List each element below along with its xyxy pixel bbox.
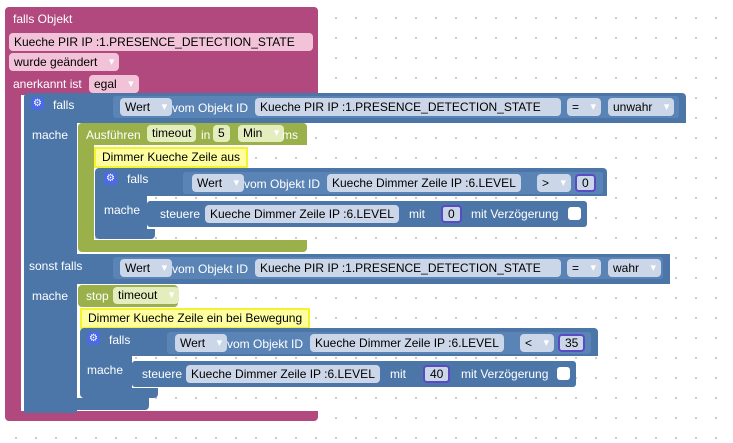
prop-dropdown[interactable]: Wert: [175, 334, 228, 352]
timeout-unit-dropdown[interactable]: Min: [238, 125, 285, 142]
sonst-falls-label: sonst falls: [29, 259, 83, 273]
timeout-block-footer: [78, 240, 307, 252]
with-label: mit: [409, 207, 425, 221]
ack-label: anerkannt ist: [13, 77, 82, 91]
operator-dropdown[interactable]: =: [567, 98, 602, 116]
trigger-object-id-field[interactable]: Kueche PIR IP :1.PRESENCE_DETECTION_STAT…: [9, 33, 313, 51]
comment-block[interactable]: Dimmer Kueche Zeile ein bei Bewegung: [80, 308, 311, 329]
gear-icon[interactable]: ⚙: [87, 332, 100, 345]
set-value-field[interactable]: 40: [423, 365, 451, 383]
inner-if-1-footer: [95, 229, 155, 239]
timeout-ms-label: ms: [282, 128, 298, 142]
inner-if-2-spine: [80, 356, 132, 392]
trigger-condition-dropdown[interactable]: wurde geändert: [9, 53, 120, 71]
object-id-field[interactable]: Kueche Dimmer Zeile IP :6.LEVEL: [310, 334, 504, 352]
delay-checkbox[interactable]: [568, 207, 581, 220]
value-dropdown[interactable]: wahr: [608, 259, 662, 277]
timeout-label: Ausführen: [86, 128, 141, 142]
ack-dropdown[interactable]: egal: [89, 75, 139, 93]
set-object-field[interactable]: Kueche Dimmer Zeile IP :6.LEVEL: [205, 205, 399, 223]
operator-dropdown[interactable]: =: [567, 259, 602, 277]
delay-checkbox[interactable]: [557, 367, 570, 380]
timeout-amount-field[interactable]: 5: [213, 125, 230, 142]
set-value-field[interactable]: 0: [441, 205, 462, 223]
inner-falls-label: falls: [109, 333, 131, 347]
object-id-field[interactable]: Kueche Dimmer Zeile IP :6.LEVEL: [327, 174, 521, 192]
set-label: steuere: [142, 367, 183, 381]
from-object-label: vom Objekt ID: [227, 337, 304, 351]
timeout-block-spine: [78, 145, 94, 242]
value-dropdown[interactable]: unwahr: [608, 98, 675, 116]
outer-falls-label: falls: [53, 98, 75, 112]
inner-mache-label: mache: [104, 203, 141, 217]
prop-dropdown[interactable]: Wert: [120, 259, 173, 277]
inner-mache-label: mache: [87, 363, 124, 377]
inner-if-2-footer: [80, 388, 158, 398]
delay-label: mit Verzögerung: [471, 207, 559, 221]
stop-name-dropdown[interactable]: timeout: [113, 287, 180, 304]
event-block-spine: [5, 95, 21, 413]
sonst-mache-label: mache: [32, 289, 69, 303]
from-object-label: vom Objekt ID: [172, 262, 249, 276]
event-block-footer: [5, 411, 318, 421]
from-object-label: vom Objekt ID: [244, 177, 321, 191]
gear-icon[interactable]: ⚙: [31, 97, 44, 110]
number-value-field[interactable]: 0: [575, 174, 596, 192]
operator-dropdown[interactable]: >: [537, 174, 572, 192]
inner-falls-label: falls: [127, 172, 149, 186]
event-block[interactable]: [5, 7, 318, 95]
number-value-field[interactable]: 35: [558, 334, 586, 352]
from-object-label: vom Objekt ID: [172, 101, 249, 115]
object-id-field[interactable]: Kueche PIR IP :1.PRESENCE_DETECTION_STAT…: [255, 259, 561, 277]
stop-label: stop: [86, 289, 109, 303]
inner-if-1-spine: [95, 196, 147, 234]
gear-icon[interactable]: ⚙: [104, 172, 117, 185]
prop-dropdown[interactable]: Wert: [120, 98, 173, 116]
delay-label: mit Verzögerung: [461, 367, 549, 381]
set-label: steuere: [160, 207, 201, 221]
comment-block[interactable]: Dimmer Kueche Zeile aus: [94, 147, 249, 168]
prop-dropdown[interactable]: Wert: [192, 174, 245, 192]
timeout-name-field[interactable]: timeout: [147, 125, 197, 142]
outer-mache-label: mache: [32, 128, 69, 142]
with-label: mit: [390, 367, 406, 381]
timeout-in-label: in: [201, 128, 211, 142]
object-id-field[interactable]: Kueche PIR IP :1.PRESENCE_DETECTION_STAT…: [255, 98, 561, 116]
outer-if-footer: [24, 398, 149, 410]
event-header: falls Objekt: [13, 12, 73, 26]
operator-dropdown[interactable]: <: [520, 334, 555, 352]
set-object-field[interactable]: Kueche Dimmer Zeile IP :6.LEVEL: [186, 365, 380, 383]
